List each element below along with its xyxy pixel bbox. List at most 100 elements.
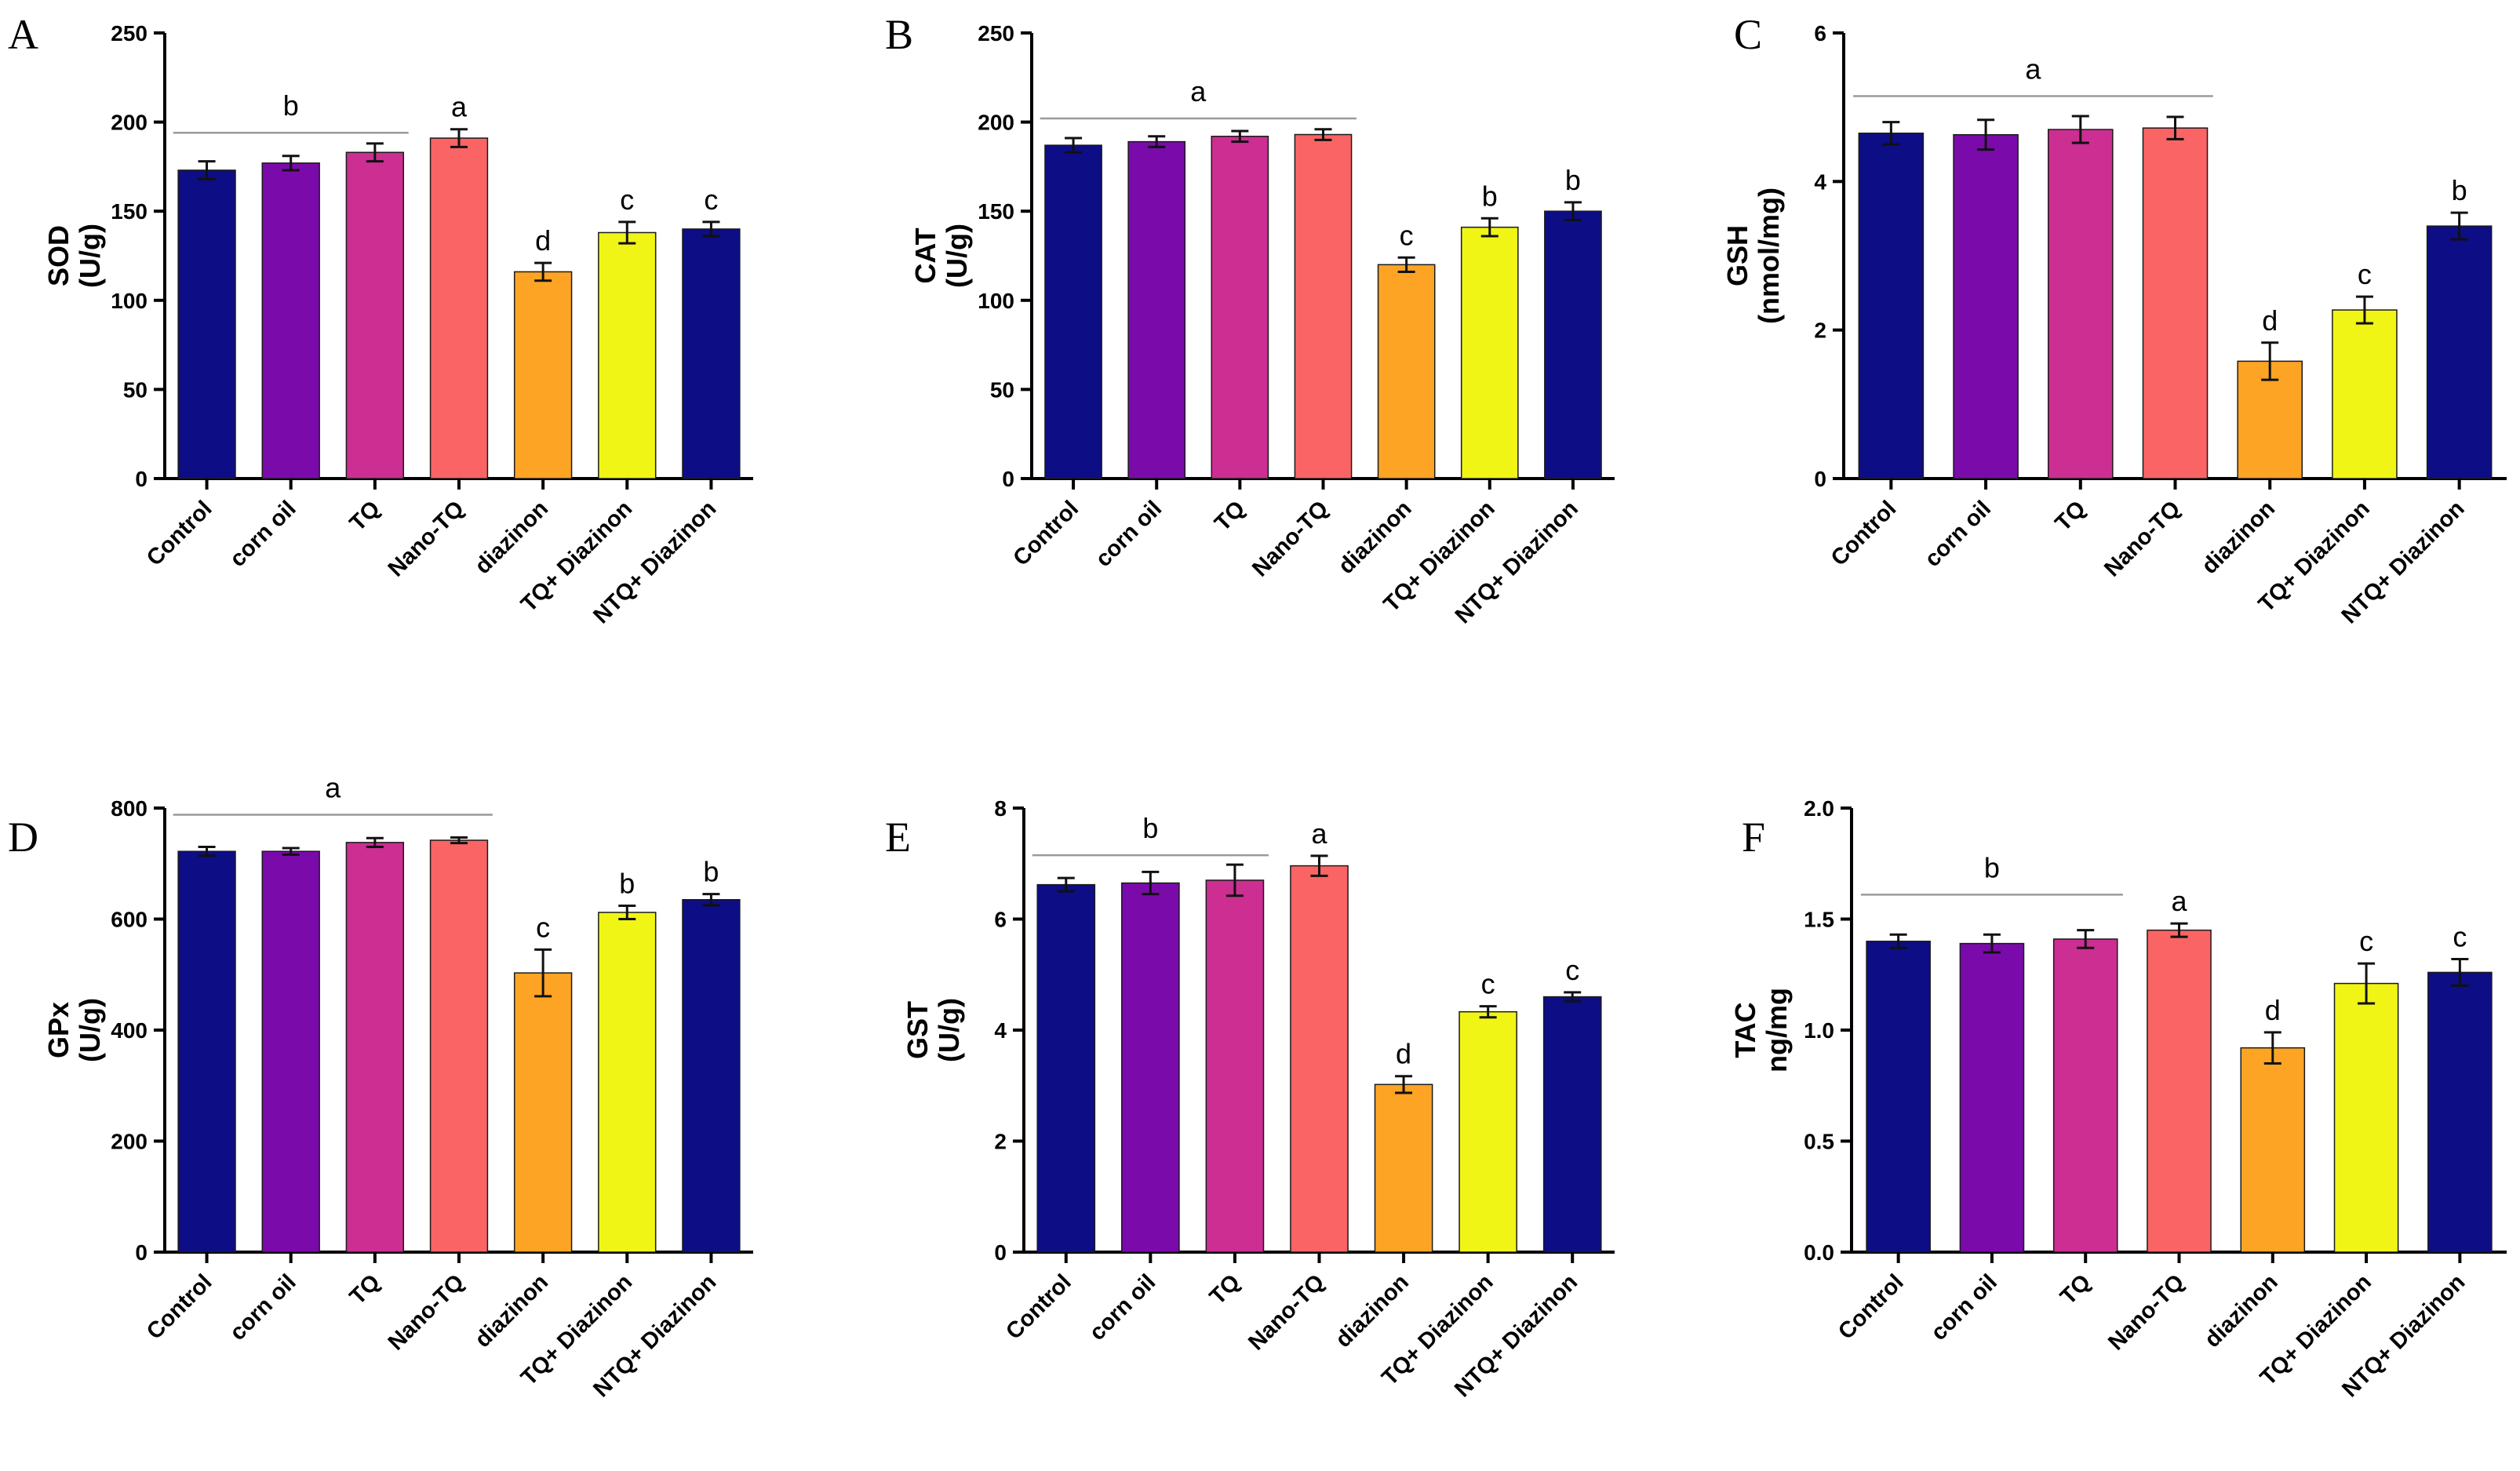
y-tick-label: 1.0 <box>1804 1018 1834 1043</box>
bar <box>429 839 489 1253</box>
significance-letter: b <box>703 856 719 888</box>
y-tick-label: 0 <box>994 1240 1007 1265</box>
group-letter: b <box>1142 812 1158 844</box>
x-tick-label: TQ <box>345 496 385 536</box>
significance-letter: d <box>535 224 551 257</box>
y-axis-title-line: (U/g) <box>74 224 106 288</box>
x-tick-label: Nano-TQ <box>1244 1269 1329 1355</box>
group-letter: a <box>1190 75 1207 107</box>
y-axis-title: GST(U/g) <box>901 998 965 1062</box>
y-tick-label: 2 <box>1814 319 1826 343</box>
bar <box>2240 1047 2306 1253</box>
panel-letter: F <box>1742 814 1765 861</box>
y-tick-label: 400 <box>111 1018 147 1043</box>
x-tick-label: Control <box>142 1269 217 1345</box>
x-tick-label: corn oil <box>1920 496 1996 572</box>
x-tick-label: Control <box>1001 1269 1076 1345</box>
x-tick-label: TQ <box>1205 1269 1245 1309</box>
y-axis-title-line: (U/g) <box>941 224 973 288</box>
bar <box>345 151 405 479</box>
significance-letter: a <box>2171 885 2187 917</box>
y-axis-title-line: (nmol/mg) <box>1753 188 1785 324</box>
bar <box>2047 129 2114 479</box>
significance-letter: b <box>2452 174 2467 206</box>
bar <box>2427 971 2493 1253</box>
x-tick-label: corn oil <box>1091 496 1167 572</box>
y-axis-title-line: TAC <box>1729 1002 1761 1058</box>
x-tick-label: diazinon <box>470 496 553 579</box>
bar <box>1374 1083 1433 1253</box>
bar <box>598 231 657 479</box>
y-tick-label: 50 <box>123 377 147 402</box>
group-letter: a <box>2025 53 2041 85</box>
y-axis-title: TACng/mg <box>1729 988 1793 1072</box>
y-axis-title-line: CAT <box>909 228 941 283</box>
y-tick-label: 1.5 <box>1804 908 1834 932</box>
panel-letter: B <box>885 11 913 58</box>
y-axis-title-line: GPx <box>42 1002 75 1058</box>
y-tick-label: 0 <box>135 467 147 491</box>
x-tick-label: Nano-TQ <box>2103 1269 2189 1355</box>
y-tick-label: 100 <box>978 289 1014 313</box>
x-tick-label: Nano-TQ <box>384 496 469 581</box>
significance-letter: c <box>2359 925 2373 957</box>
bar <box>513 972 573 1253</box>
panel-c: C 0 2 4 6 GSH(nmol/mg) Control corn oil TQ Nano-T… <box>1721 11 2507 628</box>
y-axis-title-line: ng/mg <box>1761 988 1793 1072</box>
x-tick-label: Control <box>1834 1269 1909 1345</box>
bar <box>2052 938 2118 1253</box>
y-tick-label: 0 <box>1002 467 1014 491</box>
significance-letter: c <box>1565 954 1579 986</box>
bar <box>2333 982 2399 1253</box>
significance-letter: a <box>451 91 468 123</box>
significance-letter: d <box>2262 304 2278 337</box>
y-tick-label: 150 <box>978 199 1014 224</box>
significance-letter: c <box>536 911 550 943</box>
y-tick-label: 250 <box>978 21 1014 46</box>
y-tick-label: 200 <box>111 111 147 135</box>
y-tick-label: 6 <box>1814 21 1826 46</box>
y-tick-label: 250 <box>111 21 147 46</box>
y-tick-label: 2.0 <box>1804 796 1834 821</box>
group-letter: a <box>325 771 341 803</box>
bar <box>1121 882 1180 1253</box>
x-tick-label: corn oil <box>225 1269 301 1345</box>
significance-letter: c <box>1481 968 1495 1000</box>
y-axis-title: GSH(nmol/mg) <box>1721 188 1785 324</box>
x-tick-label: diazinon <box>1331 1269 1414 1353</box>
y-tick-label: 4 <box>994 1018 1007 1043</box>
bar <box>261 162 320 479</box>
y-axis-title-line: GST <box>901 1001 934 1059</box>
bar <box>1460 226 1519 479</box>
bar <box>1036 883 1096 1253</box>
significance-letter: c <box>704 184 718 216</box>
x-tick-label: Control <box>1826 496 1902 571</box>
x-tick-label: diazinon <box>2197 496 2280 579</box>
x-tick-label: diazinon <box>2200 1269 2283 1353</box>
y-tick-label: 0.0 <box>1804 1240 1834 1265</box>
bar <box>2426 225 2493 479</box>
significance-letter: b <box>619 868 635 900</box>
significance-letter: c <box>1400 219 1414 251</box>
bar <box>682 898 741 1253</box>
x-tick-label: TQ <box>345 1269 385 1309</box>
significance-letter: b <box>1565 164 1581 196</box>
y-axis-title-line: GSH <box>1721 225 1753 286</box>
y-tick-label: 4 <box>1814 169 1826 194</box>
y-tick-label: 150 <box>111 199 147 224</box>
y-tick-label: 200 <box>111 1130 147 1154</box>
x-tick-label: corn oil <box>1926 1269 2002 1345</box>
x-tick-label: Nano-TQ <box>384 1269 469 1355</box>
significance-letter: c <box>620 184 634 216</box>
y-tick-label: 0 <box>1814 467 1826 491</box>
bar <box>1542 996 1602 1253</box>
y-axis-title: CAT(U/g) <box>909 224 973 288</box>
bar <box>1959 942 2025 1253</box>
significance-letter: c <box>2453 920 2467 952</box>
y-axis-title-line: (U/g) <box>933 998 965 1062</box>
y-tick-label: 800 <box>111 796 147 821</box>
group-letter: b <box>1984 851 2000 883</box>
bar <box>2142 127 2209 479</box>
x-tick-label: Nano-TQ <box>1247 496 1333 581</box>
